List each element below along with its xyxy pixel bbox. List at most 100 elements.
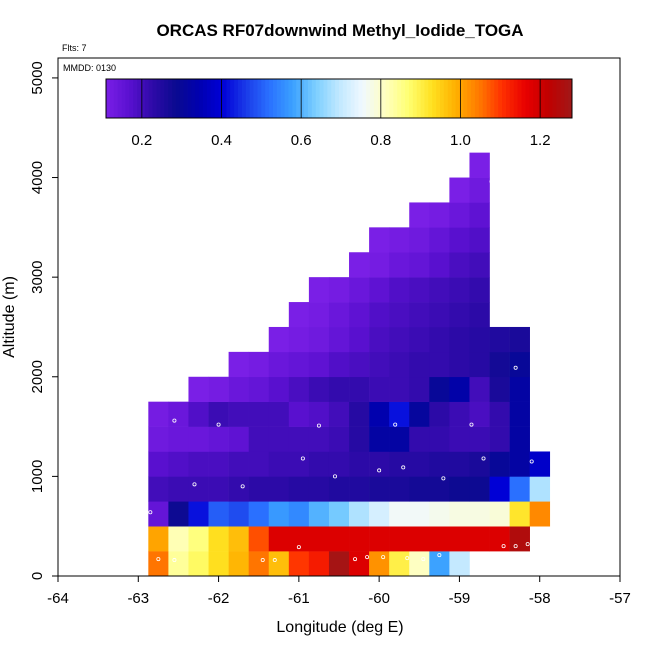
y-tick-label: 0 [29,572,46,580]
heatmap-cell [168,426,189,452]
colorbar-segment [109,79,115,118]
colorbar-segment [428,79,433,118]
heatmap-cell [369,526,390,552]
heatmap-cell [389,401,410,427]
heatmap-cell [349,252,370,278]
y-axis-label: Altitude (m) [1,276,18,358]
heatmap-cell [308,376,330,402]
colorbar-segment [311,79,317,118]
colorbar-segment [432,79,437,118]
sample-point [501,544,506,549]
heatmap-cell [469,177,490,203]
colorbar-segment [137,79,142,118]
colorbar-segment [261,79,266,118]
heatmap-cell [349,351,370,378]
colorbar-segment [494,79,499,118]
heatmap-cell [188,501,209,527]
heatmap-cell [188,401,209,427]
heatmap-cell [248,551,270,577]
heatmap-cell [228,401,249,427]
heatmap-cell [409,277,430,303]
x-tick-label: -58 [529,590,551,607]
heatmap-cell [449,351,470,378]
heatmap-cell [409,202,430,228]
colorbar-segment [253,79,258,118]
heatmap-cell [489,401,510,427]
heatmap-cell [409,376,430,402]
colorbar-segment [381,79,386,118]
sample-point [316,423,321,428]
colorbar-segment [307,79,313,118]
colorbar-segment [121,79,126,118]
colorbar-segment [412,79,418,118]
sample-point [381,555,386,560]
heatmap-cell [409,227,430,253]
sample-point [365,555,370,560]
heatmap-cell [288,351,310,378]
heatmap-cell [288,526,310,552]
heatmap-cell [509,376,530,402]
heatmap-cell [328,451,350,477]
colorbar-tick-label: 0.4 [211,132,232,149]
x-tick-label: -62 [208,590,230,607]
colorbar-segment [478,79,484,118]
colorbar-segment [245,79,251,118]
colorbar-segment [195,79,200,118]
heatmap-cell [389,451,410,477]
sample-point [481,456,486,461]
heatmap-cell [369,252,390,278]
colorbar-segment [370,79,375,118]
heatmap-cell [148,526,169,552]
colorbar-segment [436,79,441,118]
heatmap-cell [489,476,510,502]
heatmap-cell [409,401,430,427]
x-tick-label: -60 [368,590,390,607]
heatmap-cell [389,227,410,253]
heatmap-cell [248,351,270,378]
heatmap-cell [389,551,410,577]
colorbar-segment [148,79,153,118]
colorbar-segment [327,79,332,118]
heatmap-cell [268,551,290,577]
colorbar-segment [424,79,429,118]
heatmap-cell [308,476,330,502]
heatmap-cell [188,551,209,577]
heatmap-cell [469,501,490,527]
colorbar-segment [373,79,379,118]
heatmap-cell [389,476,410,502]
sample-point [377,468,382,473]
colorbar-segment [160,79,165,118]
heatmap-cell [469,526,490,552]
heatmap-cell [489,376,510,402]
heatmap-cell [389,351,410,378]
heatmap-cell [369,326,390,353]
heatmap-cell [208,451,229,477]
heatmap-cell [409,252,430,278]
sample-point [393,422,398,427]
colorbar-segment [548,79,553,118]
heatmap-cell [449,426,470,452]
colorbar-segment [560,79,565,118]
sample-point [529,459,534,464]
y-tick-label: 2000 [29,360,46,393]
x-tick-label: -64 [47,590,69,607]
heatmap-cell [409,426,430,452]
sample-point [300,456,305,461]
heatmap-cell [389,526,410,552]
heatmap-cell [529,476,551,502]
heatmap-cell [349,326,370,353]
heatmap-cell [429,426,450,452]
heatmap-cell [469,252,490,278]
heatmap-cell [268,476,290,502]
colorbar-segment [222,79,227,118]
heatmap-cell [208,526,229,552]
colorbar-segment [214,79,220,118]
colorbar-segment [346,79,352,118]
heatmap-cell [389,501,410,527]
colorbar-segment [331,79,336,118]
heatmap-cell [429,526,450,552]
colorbar-segment [257,79,262,118]
colorbar-segment [319,79,324,118]
colorbar-segment [389,79,394,118]
heatmap-cell [228,476,249,502]
